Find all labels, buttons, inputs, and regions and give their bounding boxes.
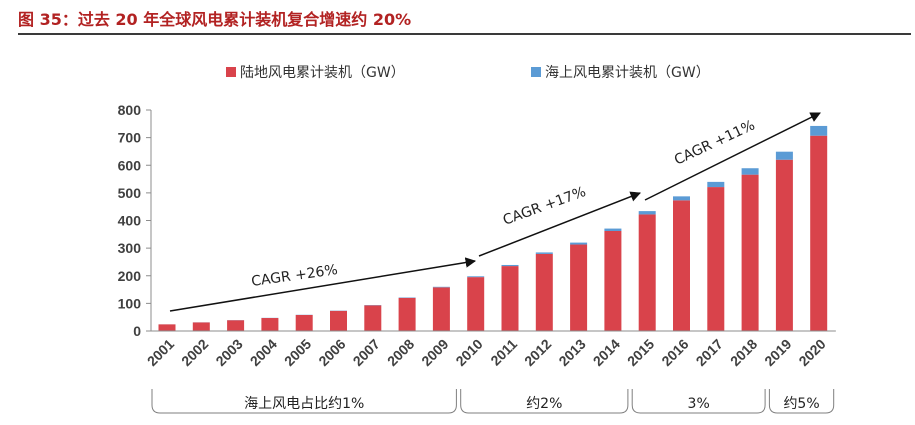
onshore-bar-2013 [570,244,588,331]
legend-swatch-0 [226,67,236,77]
y-tick-label: 600 [118,157,142,173]
offshore-bar-2019 [775,151,793,160]
onshore-bar-2001 [158,324,176,331]
y-tick-label: 200 [118,268,142,284]
onshore-bar-2007 [364,305,382,331]
onshore-bar-2017 [707,187,725,331]
cagr-arrow-0 [169,257,477,312]
offshore-bar-2018 [741,168,759,175]
x-tick-label: 2006 [315,336,348,369]
offshore-bar-2009 [432,286,450,288]
offshore-bar-2017 [707,181,725,188]
bars [158,125,828,331]
cagr-label-2: CAGR +11% [672,117,758,168]
x-tick-label: 2016 [658,336,691,369]
share-bracket-0 [151,389,457,414]
onshore-bar-2004 [261,318,279,331]
y-tick-label: 400 [118,213,142,229]
x-tick-label: 2019 [761,336,794,369]
share-label-3: 约5% [783,396,819,412]
x-tick-label: 2001 [144,336,177,369]
x-tick-label: 2017 [693,336,726,369]
x-tick-label: 2010 [452,336,485,369]
figure-title: 图 35：过去 20 年全球风电累计装机复合增速约 20% [18,10,412,29]
offshore-bar-2014 [604,228,622,231]
legend-swatch-1 [531,67,541,77]
x-tick-label: 2008 [384,336,417,369]
onshore-bar-2010 [467,277,485,331]
onshore-bar-2015 [638,214,656,331]
offshore-bar-2015 [638,211,656,215]
x-tick-label: 2007 [350,336,383,369]
x-tick-label: 2009 [418,336,451,369]
y-tick-label: 700 [118,130,142,146]
share-label-2: 3% [688,396,710,412]
share-label-0: 海上风电占比约1% [244,396,364,412]
onshore-bar-2003 [227,320,245,331]
onshore-bar-2014 [604,230,622,331]
share-bracket-1 [460,389,629,414]
x-tick-label: 2011 [487,336,520,369]
y-tick-label: 800 [118,102,142,118]
legend: 陆地风电累计装机（GW） 海上风电累计装机（GW） [226,65,710,81]
cagr-label-1: CAGR +17% [501,184,588,229]
y-tick-label: 500 [118,185,142,201]
onshore-bar-2016 [673,200,690,331]
x-tick-label: 2018 [727,336,760,369]
x-tick-label: 2014 [590,336,623,369]
x-tick-label: 2005 [281,336,314,369]
x-tick-label: 2004 [247,336,280,369]
onshore-bar-2018 [741,174,759,331]
x-axis: 2001 2002 2003 2004 2005 2006 2007 2008 2009 2010… [144,330,836,369]
share-bracket-2 [631,389,766,414]
offshore-bar-2020 [810,125,828,136]
x-tick-label: 2015 [624,336,657,369]
onshore-bar-2020 [810,135,828,331]
onshore-bar-2012 [535,253,553,331]
offshore-bar-2011 [501,264,519,267]
onshore-bar-2005 [295,314,313,331]
onshore-bar-2008 [398,297,416,331]
x-tick-label: 2012 [521,336,554,369]
x-tick-label: 2003 [212,336,245,369]
share-label-1: 约2% [526,396,562,412]
share-bracket-3 [768,389,835,414]
offshore-bar-2012 [535,252,553,254]
onshore-bar-2002 [192,322,210,331]
y-tick-label: 100 [118,295,142,311]
title-divider [18,33,911,35]
offshore-bar-2010 [467,276,485,278]
x-tick-label: 2002 [178,336,211,369]
onshore-bar-2011 [501,266,519,331]
onshore-bar-2006 [330,310,347,331]
x-tick-label: 2020 [795,336,828,369]
legend-label-0: 陆地风电累计装机（GW） [240,65,405,81]
offshore-bar-2013 [570,242,588,245]
onshore-bar-2019 [775,159,793,331]
cagr-arrow-1 [478,191,641,257]
onshore-bar-2009 [432,287,450,331]
offshore-bar-2016 [673,196,690,201]
y-tick-label: 300 [118,240,142,256]
y-axis: 0 100 200 300 400 500 600 700 800 [118,102,152,339]
x-tick-label: 2013 [555,336,588,369]
offshore-share-groups: 海上风电占比约1% 约2% 3% 约5% [151,389,835,414]
legend-label-1: 海上风电累计装机（GW） [545,65,710,81]
y-tick-label: 0 [133,323,141,339]
cagr-arrow-2 [644,112,821,201]
